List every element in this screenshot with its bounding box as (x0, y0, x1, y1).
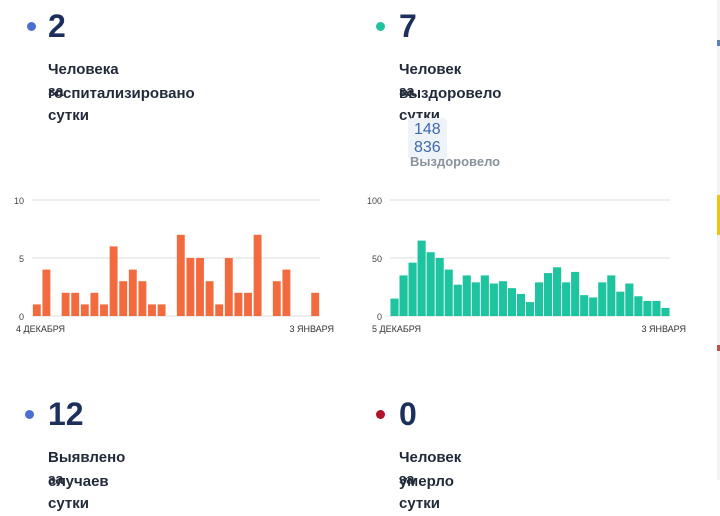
stat-value: 12 (48, 396, 84, 432)
chart-bar (598, 282, 607, 316)
chart-bar (42, 269, 51, 316)
chart-bar (417, 240, 426, 316)
chart-bar (480, 275, 489, 316)
chart-bar (516, 293, 526, 316)
page-edge-marker (717, 195, 720, 235)
chart-bar (625, 283, 634, 316)
chart-bar (282, 269, 291, 316)
chart-bar (311, 292, 320, 316)
chart-bar (399, 275, 408, 316)
chart-bar (607, 275, 616, 316)
chart-bar (244, 292, 252, 316)
chart-bar (157, 304, 166, 316)
stat-caption-line2: за сутки (48, 471, 89, 512)
chart-bar (571, 271, 580, 316)
chart-bar (90, 292, 99, 316)
chart-bar (80, 304, 89, 316)
chart-bar (562, 282, 571, 316)
x-end-label: 3 ЯНВАРЯ (641, 324, 686, 334)
chart-bar (553, 267, 562, 316)
chart-bar (234, 292, 243, 316)
page-edge-strip (717, 0, 720, 480)
chart-bar (580, 295, 589, 316)
recovered-total-badge: 148 836 (408, 118, 447, 160)
hospitalized-bar-chart: 0 5 10 4 ДЕКАБРЯ 3 ЯНВАРЯ (14, 196, 334, 334)
chart-bar (390, 298, 399, 316)
y-tick-label: 5 (19, 254, 24, 264)
chart-bar (176, 234, 185, 316)
page-edge-marker (717, 40, 720, 46)
stat-caption-line1: Человек выздоровело (399, 61, 502, 102)
chart-bar (205, 281, 214, 316)
status-dot (25, 410, 34, 419)
x-start-label: 5 ДЕКАБРЯ (372, 324, 421, 334)
chart-bar (652, 300, 661, 316)
chart-bar (616, 291, 625, 316)
chart-bar (462, 275, 471, 316)
chart-bar (426, 252, 435, 316)
chart-bar (71, 292, 80, 316)
y-tick-label: 0 (19, 312, 24, 322)
stat-value: 2 (48, 8, 66, 44)
chart-bar (32, 304, 41, 316)
chart-bar (444, 269, 453, 316)
recovered-bar-chart: 0 50 100 5 ДЕКАБРЯ 3 ЯНВАРЯ (367, 196, 686, 334)
chart-bar (272, 281, 281, 316)
chart-bar (453, 284, 462, 316)
x-end-label: 3 ЯНВАРЯ (289, 324, 334, 334)
chart-bar (435, 258, 444, 316)
chart-bar (186, 258, 195, 316)
y-tick-label: 50 (372, 254, 382, 264)
y-tick-label: 10 (14, 196, 24, 206)
chart-bar (489, 283, 498, 316)
chart-bar (507, 288, 516, 316)
stat-caption-line2: за сутки (399, 471, 440, 512)
chart-bar (148, 304, 156, 316)
chart-bar (138, 281, 147, 316)
stat-value: 0 (399, 396, 417, 432)
chart-bar (253, 234, 262, 316)
chart-bar (128, 269, 137, 316)
chart-bar (224, 258, 233, 316)
chart-bar (100, 304, 108, 316)
chart-bar (544, 273, 553, 316)
x-start-label: 4 ДЕКАБРЯ (16, 324, 65, 334)
status-dot (376, 410, 385, 419)
page-edge-marker (717, 345, 720, 351)
stat-caption-line1: Человека госпитализировано (48, 61, 195, 102)
stat-caption-line2: за сутки (48, 83, 89, 124)
status-dot (27, 22, 36, 31)
status-dot (376, 22, 385, 31)
chart-bar (119, 281, 128, 316)
chart-bar (408, 262, 417, 316)
y-tick-label: 0 (377, 312, 382, 322)
chart-bar (643, 300, 652, 316)
chart-bar (525, 302, 535, 316)
recovered-total-label: Выздоровело (410, 154, 501, 169)
stat-value: 7 (399, 8, 417, 44)
chart-bar (61, 292, 70, 316)
chart-bar (109, 246, 118, 316)
chart-bar (196, 258, 204, 316)
chart-bar (634, 296, 643, 316)
chart-bar (498, 281, 507, 316)
chart-bar (534, 282, 544, 316)
chart-bar (215, 304, 224, 316)
y-tick-label: 100 (367, 196, 382, 206)
chart-bar (589, 297, 598, 316)
chart-bar (471, 282, 480, 316)
chart-bar (661, 307, 670, 316)
